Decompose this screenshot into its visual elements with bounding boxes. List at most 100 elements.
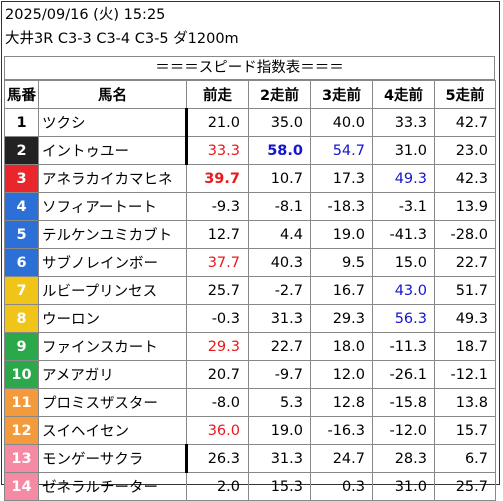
speed-index-value: 39.7 <box>186 164 249 193</box>
speed-index-value: -15.8 <box>372 388 435 417</box>
speed-index-value: 12.8 <box>310 388 373 417</box>
speed-index-value: 29.3 <box>186 332 249 361</box>
speed-index-value: 15.0 <box>372 248 435 277</box>
speed-index-value: 22.7 <box>434 248 496 277</box>
horse-number: 5 <box>4 220 39 249</box>
table-row: 7 ルビープリンセス 25.7 -2.7 16.7 43.0 51.7 <box>4 276 496 305</box>
speed-index-value: 19.0 <box>310 220 373 249</box>
horse-number: 14 <box>4 472 39 501</box>
horse-number: 6 <box>4 248 39 277</box>
horse-name: ウーロン <box>38 304 187 333</box>
horse-name: イントゥユー <box>38 136 188 165</box>
speed-index-value: 29.3 <box>310 304 373 333</box>
speed-index-value: 31.3 <box>248 444 311 473</box>
horse-number: 10 <box>4 360 39 389</box>
speed-index-value: 9.5 <box>310 248 373 277</box>
race-datetime: 2025/09/16 (火) 15:25 <box>5 7 166 23</box>
horse-name: モンゲーサクラ <box>38 444 188 473</box>
horse-name: サブノレインボー <box>38 248 187 277</box>
speed-index-value: -18.3 <box>310 192 373 221</box>
speed-index-value: 21.0 <box>186 108 249 137</box>
horse-name: アネラカイカマヒネ <box>38 164 187 193</box>
col-header-4-races-ago: 4走前 <box>372 80 435 109</box>
table-row: 12 スイヘイセン 36.0 19.0 -16.3 -12.0 15.7 <box>4 416 496 445</box>
speed-index-value: -2.7 <box>248 276 311 305</box>
col-header-number: 馬番 <box>4 80 39 109</box>
table-row: 6 サブノレインボー 37.7 40.3 9.5 15.0 22.7 <box>4 248 496 277</box>
speed-index-value: 42.3 <box>434 164 496 193</box>
horse-number: 11 <box>4 388 39 417</box>
speed-index-value: 2.0 <box>186 472 249 501</box>
speed-index-value: 16.7 <box>310 276 373 305</box>
col-header-2-races-ago: 2走前 <box>248 80 311 109</box>
speed-index-value: 40.0 <box>310 108 373 137</box>
speed-index-value: 33.3 <box>372 108 435 137</box>
table-row: 1 ツクシ 21.0 35.0 40.0 33.3 42.7 <box>4 108 496 137</box>
horse-number: 2 <box>4 136 39 165</box>
speed-index-value: 0.3 <box>310 472 373 501</box>
speed-index-value: -11.3 <box>372 332 435 361</box>
speed-index-value: -26.1 <box>372 360 435 389</box>
horse-number: 7 <box>4 276 39 305</box>
speed-index-value: 58.0 <box>248 136 311 165</box>
speed-index-value: 25.7 <box>186 276 249 305</box>
speed-index-value: 22.7 <box>248 332 311 361</box>
speed-index-value: -8.0 <box>186 388 249 417</box>
speed-index-value: -16.3 <box>310 416 373 445</box>
speed-index-value: 28.3 <box>372 444 435 473</box>
horse-number: 8 <box>4 304 39 333</box>
speed-index-value: 12.7 <box>186 220 249 249</box>
speed-index-value: 13.8 <box>434 388 496 417</box>
table-row: 10 アメアガリ 20.7 -9.7 12.0 -26.1 -12.1 <box>4 360 496 389</box>
race-info: 大井3R C3-3 C3-4 C3-5 ダ1200m <box>5 31 239 47</box>
table-row: 9 ファインスカート 29.3 22.7 18.0 -11.3 18.7 <box>4 332 496 361</box>
speed-index-value: 33.3 <box>186 136 249 165</box>
speed-index-value: 5.3 <box>248 388 311 417</box>
horse-name: ソフィアートート <box>38 192 187 221</box>
speed-index-value: 17.3 <box>310 164 373 193</box>
horse-number: 3 <box>4 164 39 193</box>
speed-index-value: -9.7 <box>248 360 311 389</box>
speed-index-value: 12.0 <box>310 360 373 389</box>
speed-index-value: 49.3 <box>434 304 496 333</box>
speed-index-value: 24.7 <box>310 444 373 473</box>
horse-number: 13 <box>4 444 39 473</box>
table-row: 2 イントゥユー 33.3 58.0 54.7 31.0 23.0 <box>4 136 496 165</box>
speed-index-value: 15.7 <box>434 416 496 445</box>
horse-name: プロミスザスター <box>38 388 187 417</box>
speed-index-value: 43.0 <box>372 276 435 305</box>
speed-index-value: 36.0 <box>186 416 249 445</box>
speed-index-value: 42.7 <box>434 108 496 137</box>
horse-number: 9 <box>4 332 39 361</box>
horse-name: スイヘイセン <box>38 416 187 445</box>
speed-index-value: -12.0 <box>372 416 435 445</box>
speed-index-value: 54.7 <box>310 136 373 165</box>
speed-index-value: 40.3 <box>248 248 311 277</box>
table-row: 8 ウーロン -0.3 31.3 29.3 56.3 49.3 <box>4 304 496 333</box>
speed-index-value: 18.0 <box>310 332 373 361</box>
speed-index-value: -41.3 <box>372 220 435 249</box>
speed-index-value: 51.7 <box>434 276 496 305</box>
speed-index-value: 20.7 <box>186 360 249 389</box>
horse-number: 12 <box>4 416 39 445</box>
horse-number: 1 <box>4 108 39 137</box>
table-header-row: 馬番 馬名 前走 2走前 3走前 4走前 5走前 <box>4 80 496 109</box>
speed-index-value: 37.7 <box>186 248 249 277</box>
col-header-horse-name: 馬名 <box>38 80 187 109</box>
speed-index-value: -9.3 <box>186 192 249 221</box>
horse-name: ファインスカート <box>38 332 187 361</box>
speed-index-value: 15.3 <box>248 472 311 501</box>
table-row: 3 アネラカイカマヒネ 39.7 10.7 17.3 49.3 42.3 <box>4 164 496 193</box>
col-header-3-races-ago: 3走前 <box>310 80 373 109</box>
speed-index-value: 49.3 <box>372 164 435 193</box>
horse-name: テルケンユミカブト <box>38 220 187 249</box>
speed-index-value: -28.0 <box>434 220 496 249</box>
speed-index-value: 19.0 <box>248 416 311 445</box>
speed-index-value: -0.3 <box>186 304 249 333</box>
horse-name: ツクシ <box>38 108 188 137</box>
table-row: 11 プロミスザスター -8.0 5.3 12.8 -15.8 13.8 <box>4 388 496 417</box>
speed-index-value: 25.7 <box>434 472 496 501</box>
table-row: 4 ソフィアートート -9.3 -8.1 -18.3 -3.1 13.9 <box>4 192 496 221</box>
speed-index-value: -8.1 <box>248 192 311 221</box>
col-header-last-race: 前走 <box>186 80 249 109</box>
